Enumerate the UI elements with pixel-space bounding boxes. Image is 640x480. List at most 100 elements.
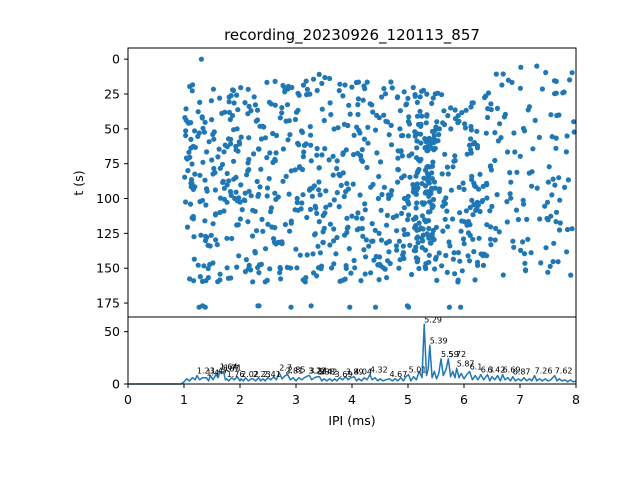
scatter-point — [513, 207, 520, 213]
scatter-point — [286, 191, 292, 197]
scatter-point — [413, 191, 419, 197]
scatter-point — [189, 161, 195, 167]
scatter-point — [348, 270, 354, 276]
scatter-point — [529, 183, 535, 189]
scatter-point — [471, 249, 477, 255]
scatter-point — [426, 259, 432, 265]
scatter-point — [314, 152, 320, 158]
scatter-point — [341, 193, 347, 200]
scatter-point — [233, 174, 239, 180]
scatter-point — [269, 224, 275, 230]
scatter-point — [331, 197, 337, 203]
scatter-point — [345, 224, 351, 230]
scatter-point — [273, 196, 279, 202]
peak-label: 7.62 — [555, 367, 573, 376]
scatter-point — [255, 264, 261, 271]
scatter-point — [294, 199, 300, 206]
x-tick-label: 4 — [348, 392, 356, 407]
scatter-point — [545, 179, 552, 185]
scatter-point — [431, 179, 438, 185]
scatter-point — [308, 158, 314, 164]
scatter-point — [319, 152, 325, 158]
scatter-point — [401, 89, 407, 95]
scatter-point — [206, 139, 212, 145]
scatter-point — [342, 232, 348, 238]
scatter-point — [226, 178, 232, 184]
scatter-point — [264, 155, 270, 161]
scatter-point — [419, 88, 425, 94]
scatter-point — [439, 263, 445, 269]
scatter-point — [318, 266, 324, 272]
scatter-point — [492, 237, 498, 243]
scatter-point — [543, 245, 549, 251]
scatter-point — [468, 136, 474, 142]
scatter-point — [484, 195, 490, 201]
scatter-point — [471, 202, 477, 208]
scatter-point — [258, 261, 264, 267]
scatter-point — [224, 170, 230, 177]
scatter-point — [336, 204, 342, 210]
scatter-point — [354, 215, 360, 221]
scatter-point — [385, 258, 391, 264]
scatter-point — [534, 63, 540, 69]
scatter-point — [372, 127, 379, 133]
scatter-point — [543, 69, 549, 76]
scatter-point — [273, 241, 279, 247]
scatter-point — [259, 216, 265, 222]
scatter-point — [260, 123, 266, 129]
scatter-point — [201, 263, 207, 269]
scatter-point — [444, 164, 450, 170]
scatter-point — [414, 138, 420, 144]
scatter-point — [255, 146, 262, 152]
scatter-point — [210, 86, 216, 92]
scatter-point — [282, 221, 288, 228]
scatter-point — [553, 135, 559, 141]
scatter-point — [368, 270, 374, 276]
scatter-point — [254, 107, 261, 113]
scatter-point — [308, 142, 314, 148]
scatter-point — [393, 243, 400, 249]
scatter-point — [483, 130, 489, 136]
scatter-point — [237, 216, 243, 222]
scatter-point — [445, 224, 451, 230]
scatter-point — [378, 237, 385, 243]
scatter-point — [510, 238, 516, 244]
scatter-point — [475, 262, 481, 268]
x-tick-label: 8 — [572, 392, 580, 407]
scatter-point — [256, 303, 262, 309]
peak-label: 4.67 — [390, 370, 408, 379]
scatter-point — [272, 190, 278, 196]
scatter-point — [343, 265, 349, 271]
scatter-point — [414, 113, 421, 119]
scatter-point — [233, 189, 239, 195]
scatter-point — [488, 242, 494, 248]
scatter-point — [494, 192, 500, 198]
scatter-point — [229, 235, 235, 242]
scatter-point — [417, 94, 423, 100]
scatter-point — [198, 56, 204, 62]
scatter-point — [414, 145, 420, 151]
scatter-point — [443, 252, 449, 259]
x-tick-label: 1 — [180, 392, 188, 407]
scatter-point — [264, 79, 270, 85]
scatter-point — [485, 114, 491, 121]
scatter-point — [287, 132, 293, 138]
raster-panel: 0 25 50 75 100 125 150 175 t (s) — [71, 47, 577, 318]
scatter-point — [414, 99, 420, 105]
scatter-point — [381, 112, 387, 118]
scatter-point — [307, 186, 313, 192]
scatter-point — [320, 239, 326, 246]
scatter-point — [384, 212, 390, 218]
scatter-point — [349, 213, 355, 219]
scatter-point — [317, 250, 323, 256]
scatter-point — [309, 193, 315, 199]
scatter-point — [288, 220, 294, 226]
scatter-point — [473, 184, 479, 190]
scatter-point — [234, 264, 240, 270]
scatter-point — [278, 276, 284, 282]
peak-label: 5.87 — [457, 359, 475, 368]
scatter-point — [458, 228, 464, 234]
scatter-point — [405, 198, 411, 205]
scatter-point — [517, 153, 523, 159]
scatter-point — [214, 242, 220, 248]
